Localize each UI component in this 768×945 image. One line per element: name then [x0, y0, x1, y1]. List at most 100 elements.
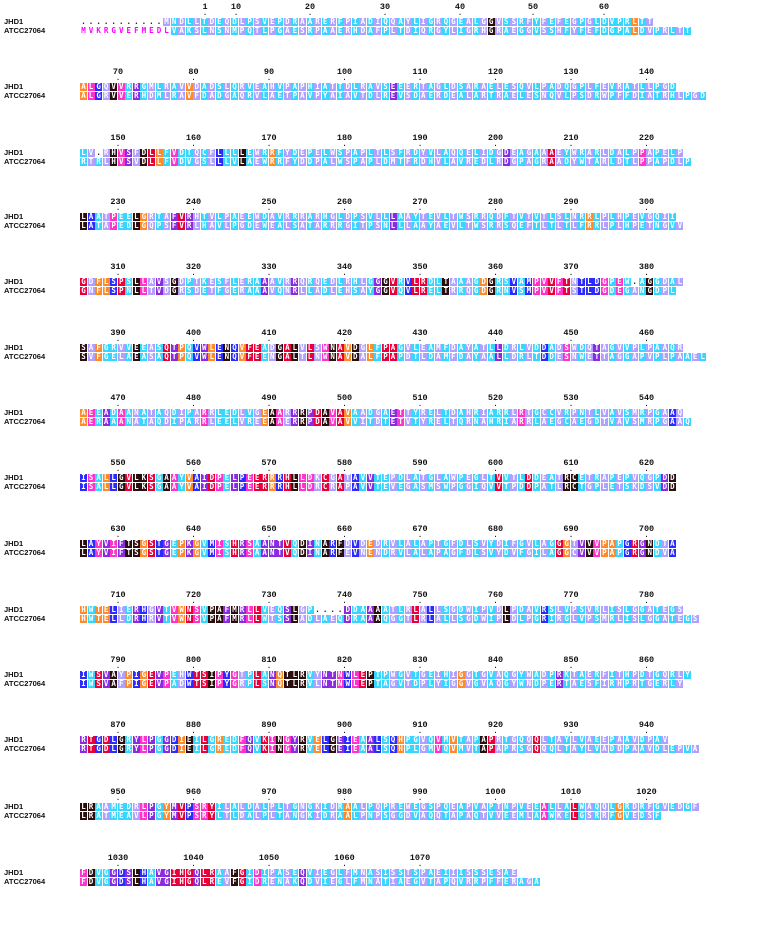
- residue: Y: [570, 26, 578, 35]
- residue: L: [548, 212, 556, 221]
- residue: R: [306, 26, 314, 35]
- residue: L: [472, 17, 480, 26]
- residue: L: [268, 811, 276, 820]
- residue: M: [155, 91, 163, 100]
- residue: L: [646, 82, 654, 91]
- residue: T: [585, 473, 593, 482]
- residue: V: [185, 82, 193, 91]
- residue: G: [238, 877, 246, 886]
- residue: D: [140, 157, 148, 166]
- residue: A: [268, 417, 276, 426]
- residue: S: [147, 539, 155, 548]
- residue: L: [412, 539, 420, 548]
- residue: T: [570, 539, 578, 548]
- residue: L: [412, 744, 420, 753]
- residue: K: [314, 802, 322, 811]
- residue: V: [200, 605, 208, 614]
- residue: S: [80, 352, 87, 361]
- residue: L: [351, 811, 359, 820]
- residue: A: [676, 352, 684, 361]
- ruler-tick: .: [530, 8, 536, 17]
- residue: F: [555, 286, 563, 295]
- residue: T: [563, 221, 571, 230]
- residue: L: [132, 286, 140, 295]
- residue: S: [631, 614, 639, 623]
- residue: A: [215, 605, 223, 614]
- residue: L: [200, 744, 208, 753]
- residue: A: [359, 17, 367, 26]
- residue: T: [397, 408, 405, 417]
- residue: D: [608, 286, 616, 295]
- residue: V: [268, 286, 276, 295]
- residue: T: [495, 802, 503, 811]
- residue: D: [548, 352, 556, 361]
- residue: V: [623, 811, 631, 820]
- ruler-tick: .: [266, 793, 272, 802]
- residue: I: [449, 670, 457, 679]
- residue: S: [631, 417, 639, 426]
- residue: A: [631, 744, 639, 753]
- residue: E: [389, 82, 397, 91]
- residue: G: [419, 670, 427, 679]
- residue: R: [472, 408, 480, 417]
- residue: V: [178, 221, 186, 230]
- residue: E: [525, 802, 533, 811]
- residue: L: [366, 343, 374, 352]
- residue: G: [163, 735, 171, 744]
- residue: M: [600, 614, 608, 623]
- residue: I: [80, 670, 87, 679]
- residue: T: [374, 473, 382, 482]
- residue: M: [434, 343, 442, 352]
- sequence-name: ATCC27064: [4, 877, 46, 886]
- residue: S: [570, 286, 578, 295]
- residue: L: [472, 548, 480, 557]
- residue: V: [185, 91, 193, 100]
- residue: S: [691, 614, 699, 623]
- residue: M: [231, 26, 238, 35]
- residue: A: [102, 408, 110, 417]
- residue: S: [95, 670, 103, 679]
- residue: L: [314, 614, 322, 623]
- residue: T: [404, 679, 412, 688]
- residue: E: [223, 482, 231, 491]
- ruler-number: 280: [487, 197, 504, 207]
- residue: I: [200, 473, 208, 482]
- residue: Q: [457, 148, 465, 157]
- residue: P: [178, 343, 186, 352]
- residue: A: [208, 91, 216, 100]
- residue: Q: [193, 877, 201, 886]
- residue: W: [600, 91, 608, 100]
- residue: S: [87, 482, 95, 491]
- residue: P: [238, 482, 246, 491]
- residue: Q: [163, 352, 171, 361]
- residue: D: [502, 343, 510, 352]
- residue: Q: [246, 735, 254, 744]
- residue: V: [495, 482, 503, 491]
- residue: T: [684, 26, 691, 35]
- residue: S: [193, 605, 201, 614]
- residue: F: [374, 26, 382, 35]
- residue: A: [193, 473, 201, 482]
- residue: P: [382, 352, 389, 361]
- residue: Q: [533, 744, 540, 753]
- ruler-number: 540: [638, 393, 655, 403]
- residue: A: [261, 277, 269, 286]
- residue: L: [140, 744, 148, 753]
- residue: A: [548, 473, 556, 482]
- residue: C: [321, 482, 329, 491]
- residue: E: [578, 679, 586, 688]
- residue: R: [298, 735, 306, 744]
- residue: D: [495, 212, 503, 221]
- residue: V: [185, 482, 193, 491]
- residue: A: [87, 548, 95, 557]
- residue: T: [374, 148, 382, 157]
- residue: M: [427, 482, 435, 491]
- residue: V: [585, 548, 593, 557]
- residue: I: [533, 548, 540, 557]
- sequence-row: JHD1 A E E A D A A N A T A Q D I P A R R L E D L V G E A A R R R P D A V A V…: [0, 409, 768, 417]
- residue: V: [87, 148, 95, 157]
- residue: L: [623, 148, 631, 157]
- residue: R: [185, 221, 193, 230]
- sequence-name: JHD1: [4, 868, 24, 877]
- residue: L: [140, 811, 148, 820]
